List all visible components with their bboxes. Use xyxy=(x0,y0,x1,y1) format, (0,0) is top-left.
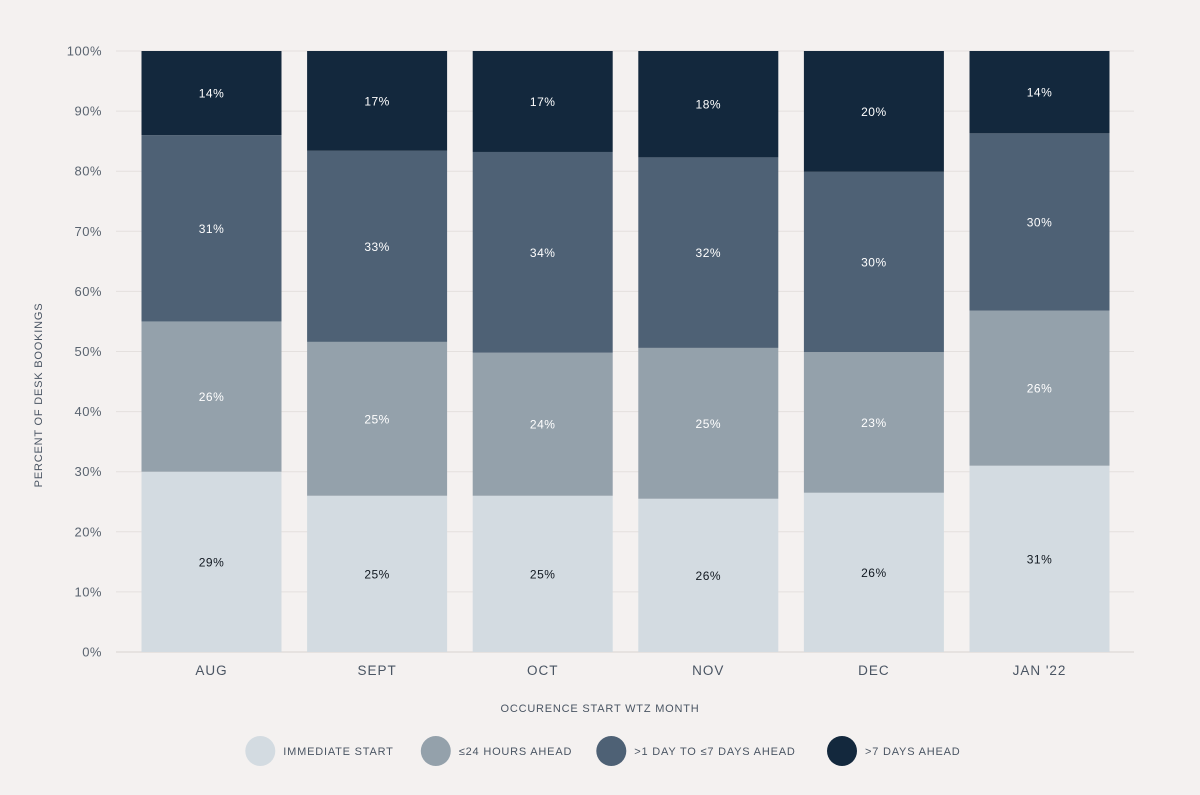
data-label: 23% xyxy=(861,416,887,430)
y-tick-label: 60% xyxy=(74,284,102,299)
y-tick-label: 50% xyxy=(74,344,102,359)
data-label: 26% xyxy=(199,390,225,404)
data-label: 17% xyxy=(530,95,556,109)
data-label: 18% xyxy=(696,98,722,112)
bar-segment xyxy=(307,495,448,652)
bar-segment xyxy=(803,171,944,353)
x-axis: AUG SEPT OCT NOV DEC JAN '22 xyxy=(195,663,1067,678)
y-tick-label: 20% xyxy=(74,524,102,539)
data-label: 30% xyxy=(1027,215,1053,229)
bar-segment xyxy=(472,495,613,652)
data-label: 17% xyxy=(364,94,390,108)
data-label: 30% xyxy=(861,255,887,269)
data-label: 33% xyxy=(364,240,390,254)
bar-segment xyxy=(141,471,282,652)
x-tick-label: JAN '22 xyxy=(1013,663,1067,678)
bar-segment xyxy=(803,51,944,172)
data-label: 26% xyxy=(696,569,722,583)
y-tick-label: 100% xyxy=(67,44,102,59)
x-tick-label: DEC xyxy=(858,663,890,678)
bar-segment xyxy=(969,51,1110,134)
bar-segment xyxy=(969,133,1110,311)
y-tick-label: 30% xyxy=(74,464,102,479)
bar-segment xyxy=(472,352,613,496)
y-tick-label: 80% xyxy=(74,164,102,179)
legend: IMMEDIATE START ≤24 HOURS AHEAD >1 DAY TO … xyxy=(245,736,960,766)
data-label: 25% xyxy=(364,412,390,426)
legend-swatch xyxy=(245,736,276,766)
x-tick-label: OCT xyxy=(527,663,559,678)
bar-segment xyxy=(638,498,779,652)
x-tick-label: AUG xyxy=(195,663,227,678)
bar-segment xyxy=(307,150,448,342)
data-label: 31% xyxy=(1027,552,1053,566)
data-label: 25% xyxy=(530,567,556,581)
bar-segment xyxy=(307,341,448,496)
legend-label: IMMEDIATE START xyxy=(283,746,393,758)
legend-label: >1 DAY TO ≤7 DAYS AHEAD xyxy=(634,746,795,758)
x-axis-title: OCCURENCE START WTZ MONTH xyxy=(500,703,699,715)
data-label: 29% xyxy=(199,555,225,569)
bar-segment xyxy=(638,51,779,158)
data-label: 20% xyxy=(861,105,887,119)
legend-swatch xyxy=(827,736,857,766)
x-tick-label: NOV xyxy=(692,663,724,678)
bar-segment xyxy=(472,151,613,353)
bar-segment xyxy=(969,310,1110,466)
y-tick-label: 40% xyxy=(74,404,102,419)
data-label: 25% xyxy=(696,417,722,431)
legend-swatch xyxy=(596,736,627,766)
bar-segment xyxy=(141,51,282,136)
bar-segment xyxy=(141,135,282,322)
y-tick-label: 90% xyxy=(74,104,102,119)
data-label: 14% xyxy=(199,87,225,101)
y-tick-label: 0% xyxy=(82,645,102,660)
y-tick-label: 10% xyxy=(74,584,102,599)
data-label: 26% xyxy=(1027,382,1053,396)
bars xyxy=(141,51,1110,652)
data-label: 31% xyxy=(199,222,225,236)
bar-segment xyxy=(472,51,613,152)
legend-swatch xyxy=(420,736,451,766)
grid-lines xyxy=(116,50,1134,653)
legend-item: >7 DAYS AHEAD xyxy=(827,736,960,766)
x-tick-label: SEPT xyxy=(357,663,396,678)
segment-labels: 29% 26% 31% 14% 25% 25% 33% 17% 25% 24% 34% 17% 26% 2… xyxy=(199,86,1053,583)
legend-label: >7 DAYS AHEAD xyxy=(865,746,960,758)
bar-segment xyxy=(803,352,944,493)
bar-segment xyxy=(638,157,779,348)
data-label: 26% xyxy=(861,566,887,580)
bar-segment xyxy=(141,321,282,472)
data-label: 34% xyxy=(530,246,556,260)
legend-item: IMMEDIATE START xyxy=(245,736,393,766)
legend-label: ≤24 HOURS AHEAD xyxy=(459,746,572,758)
legend-item: ≤24 HOURS AHEAD xyxy=(420,736,572,766)
legend-item: >1 DAY TO ≤7 DAYS AHEAD xyxy=(596,736,795,766)
bar-segment xyxy=(803,492,944,652)
bar-segment xyxy=(307,51,448,151)
data-label: 25% xyxy=(364,567,390,581)
bar-segment xyxy=(969,465,1110,652)
data-label: 14% xyxy=(1027,86,1053,100)
data-label: 24% xyxy=(530,418,556,432)
y-tick-label: 70% xyxy=(74,224,102,239)
bar-segment xyxy=(638,347,779,499)
y-axis: 0% 10% 20% 30% 40% 50% 60% 70% 80% 90% 100% xyxy=(67,44,102,660)
y-axis-title: PERCENT OF DESK BOOKINGS xyxy=(33,303,45,488)
data-label: 32% xyxy=(696,246,722,260)
